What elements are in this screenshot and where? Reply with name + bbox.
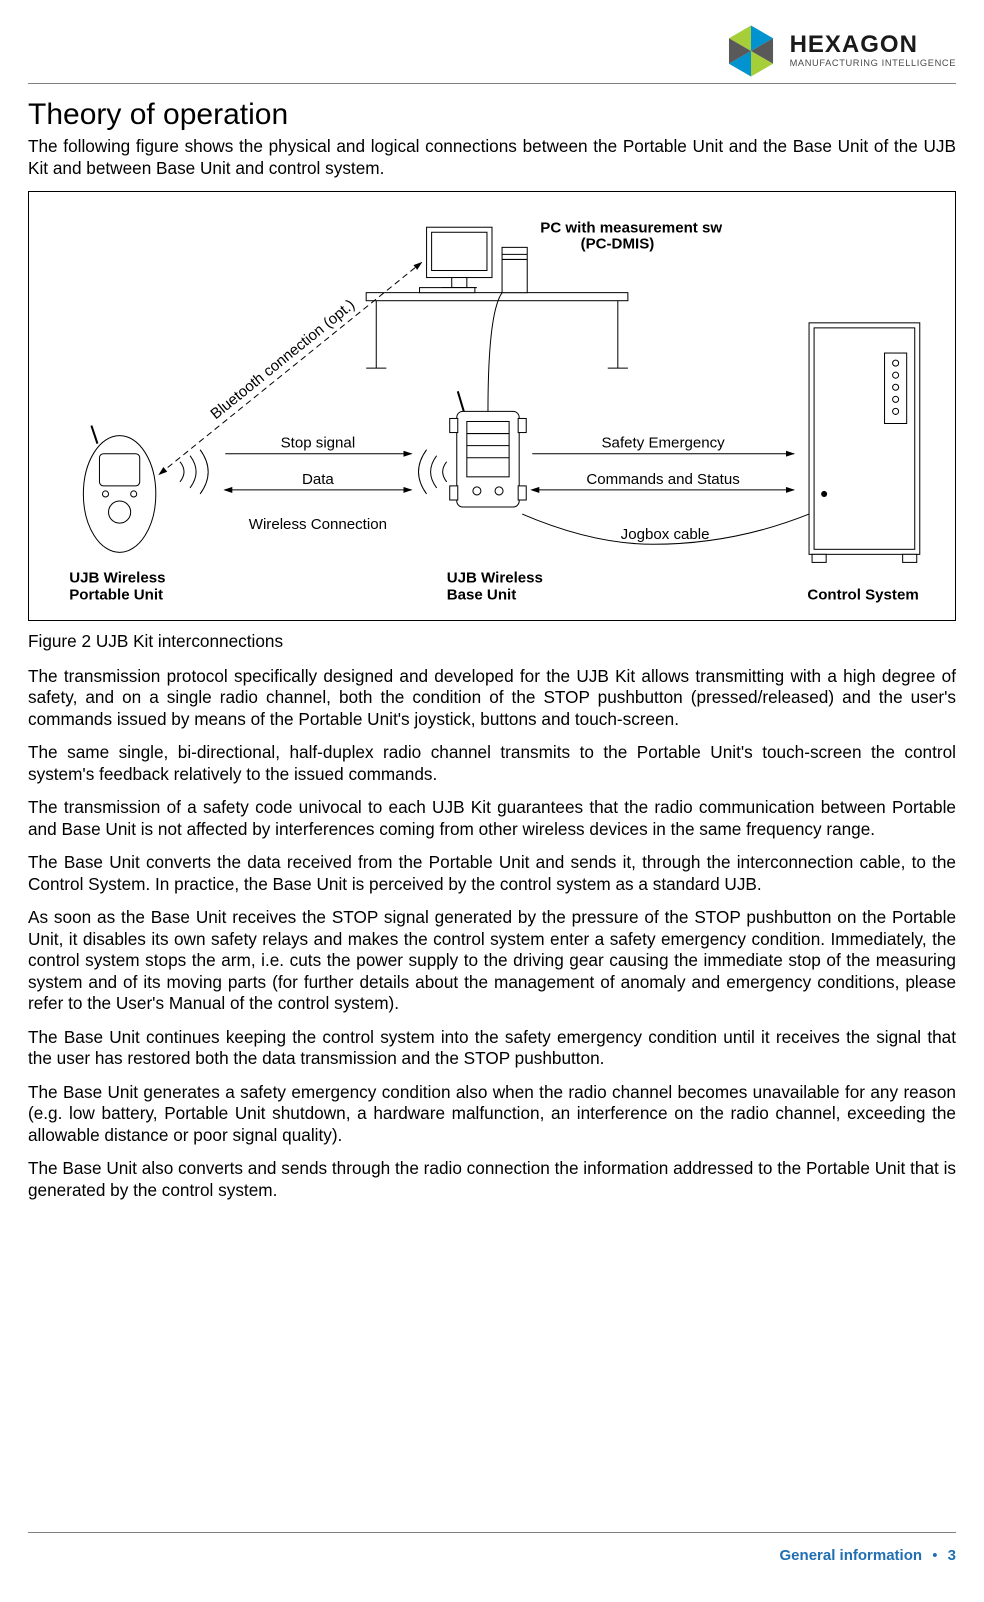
paragraph-1: The transmission protocol specifically d…	[28, 666, 956, 731]
paragraph-8: The Base Unit also converts and sends th…	[28, 1158, 956, 1201]
wireless-connection-label: Wireless Connection	[249, 516, 387, 533]
safety-emergency-label: Safety Emergency	[602, 435, 726, 452]
control-system-label: Control System	[807, 587, 918, 604]
logo-tagline: MANUFACTURING INTELLIGENCE	[790, 59, 956, 68]
stop-signal-label: Stop signal	[281, 435, 356, 452]
data-label: Data	[302, 471, 334, 488]
paragraph-2: The same single, bi-directional, half-du…	[28, 742, 956, 785]
footer-bullet: •	[932, 1547, 937, 1564]
paragraph-4: The Base Unit converts the data received…	[28, 852, 956, 895]
jogbox-cable-label: Jogbox cable	[621, 526, 710, 543]
footer-page-number: 3	[948, 1547, 956, 1564]
footer: General information • 3	[28, 1532, 956, 1564]
paragraph-3: The transmission of a safety code univoc…	[28, 797, 956, 840]
header: HEXAGON MANUFACTURING INTELLIGENCE	[28, 18, 956, 84]
commands-status-label: Commands and Status	[586, 471, 739, 488]
wireless-arcs-left	[180, 450, 208, 494]
base-label-1: UJB Wireless	[447, 570, 543, 587]
hexagon-logo: HEXAGON MANUFACTURING INTELLIGENCE	[722, 22, 956, 80]
portable-label-2: Portable Unit	[69, 587, 163, 604]
portable-unit	[83, 426, 155, 553]
footer-section: General information	[780, 1547, 923, 1564]
base-label-2: Base Unit	[447, 587, 517, 604]
hexagon-logo-icon	[722, 22, 780, 80]
figure-caption: Figure 2 UJB Kit interconnections	[28, 631, 956, 652]
wireless-arcs-right	[419, 450, 447, 494]
logo-brand: HEXAGON	[790, 33, 956, 57]
portable-label-1: UJB Wireless	[69, 570, 165, 587]
control-system	[809, 323, 920, 563]
figure-svg: PC with measurement sw (PC-DMIS) Bluetoo…	[29, 192, 955, 615]
logo-text: HEXAGON MANUFACTURING INTELLIGENCE	[790, 33, 956, 68]
paragraph-6: The Base Unit continues keeping the cont…	[28, 1027, 956, 1070]
figure-ujb-interconnections: PC with measurement sw (PC-DMIS) Bluetoo…	[28, 191, 956, 621]
pc-label-1: PC with measurement sw	[540, 219, 722, 236]
paragraph-5: As soon as the Base Unit receives the ST…	[28, 907, 956, 1015]
page: HEXAGON MANUFACTURING INTELLIGENCE Theor…	[0, 0, 984, 1602]
intro-paragraph: The following figure shows the physical …	[28, 136, 956, 179]
paragraph-7: The Base Unit generates a safety emergen…	[28, 1082, 956, 1147]
pc-label-2: (PC-DMIS)	[581, 235, 655, 252]
bluetooth-label: Bluetooth connection (opt.)	[207, 296, 358, 423]
page-title: Theory of operation	[28, 98, 956, 132]
